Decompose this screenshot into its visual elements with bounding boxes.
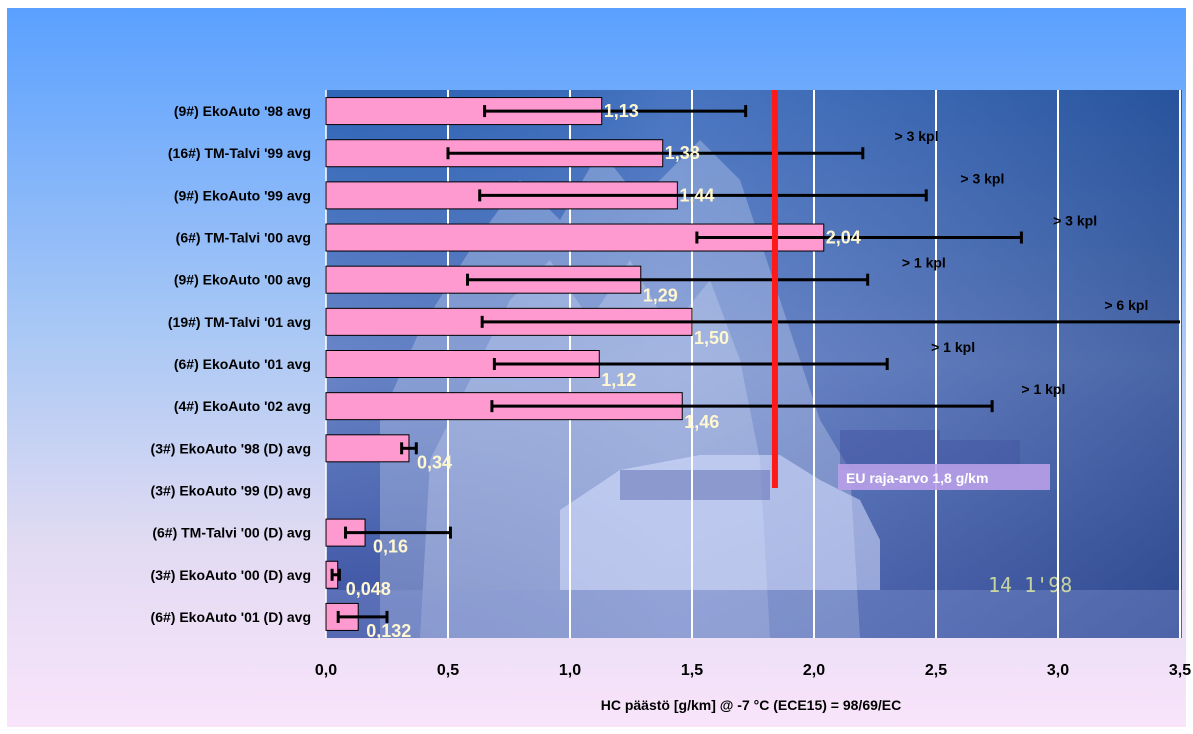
count-annotations: > 3 kpl > 3 kpl > 3 kpl > 1 kpl > 6 kpl > 1 k… xyxy=(895,128,1149,397)
eu-limit-line: EU raja-arvo 1,8 g/km xyxy=(771,90,1050,490)
limit-label: EU raja-arvo 1,8 g/km xyxy=(846,470,988,486)
value-label: 1,12 xyxy=(601,370,636,390)
category-label: (3#) EkoAuto '98 (D) avg xyxy=(151,440,311,456)
value-labels: 1,13 1,38 1,44 2,04 1,29 1,50 1,12 1,46 0,34 0,16… xyxy=(346,101,861,641)
category-label: (6#) TM-Talvi '00 avg xyxy=(176,230,311,246)
category-label: (6#) EkoAuto '01 avg xyxy=(174,356,311,372)
limit-label-box xyxy=(838,464,1050,490)
count-annotation: > 3 kpl xyxy=(960,170,1004,186)
count-annotation: > 6 kpl xyxy=(1104,297,1148,313)
x-tick-labels: 0,0 0,5 1,0 1,5 2,0 2,5 3,0 3,5 xyxy=(315,662,1191,679)
value-label: 1,50 xyxy=(694,328,729,348)
count-annotation: > 3 kpl xyxy=(895,128,939,144)
x-tick-label: 0,5 xyxy=(437,662,459,679)
count-annotation: > 1 kpl xyxy=(902,255,946,271)
value-label: 1,44 xyxy=(679,185,714,205)
value-label: 1,13 xyxy=(604,101,639,121)
value-label: 0,34 xyxy=(417,452,452,472)
x-tick-label: 2,5 xyxy=(925,662,947,679)
category-labels: (9#) EkoAuto '98 avg (16#) TM-Talvi '99 a… xyxy=(151,103,311,625)
category-label: (3#) EkoAuto '00 (D) avg xyxy=(151,567,311,583)
value-label: 0,048 xyxy=(346,579,391,599)
category-label: (3#) EkoAuto '99 (D) avg xyxy=(151,482,311,498)
value-label: 1,29 xyxy=(643,286,678,306)
error-bars xyxy=(330,105,1180,623)
x-tick-label: 3,5 xyxy=(1169,662,1191,679)
x-tick-label: 1,0 xyxy=(559,662,581,679)
x-axis-title: HC päästö [g/km] @ -7 °C (ECE15) = 98/69… xyxy=(601,697,902,713)
value-label: 0,132 xyxy=(366,621,411,641)
category-label: (9#) EkoAuto '98 avg xyxy=(174,103,311,119)
value-label: 1,38 xyxy=(665,143,700,163)
value-label: 0,16 xyxy=(373,537,408,557)
category-label: (19#) TM-Talvi '01 avg xyxy=(168,314,311,330)
count-annotation: > 1 kpl xyxy=(1021,381,1065,397)
category-label: (16#) TM-Talvi '99 avg xyxy=(168,145,311,161)
category-label: (6#) TM-Talvi '00 (D) avg xyxy=(152,525,311,541)
x-tick-label: 1,5 xyxy=(681,662,703,679)
count-annotation: > 1 kpl xyxy=(931,339,975,355)
category-label: (9#) EkoAuto '99 avg xyxy=(174,187,311,203)
category-label: (6#) EkoAuto '01 (D) avg xyxy=(151,609,311,625)
bar xyxy=(325,434,410,463)
x-tick-label: 2,0 xyxy=(803,662,825,679)
x-tick-label: 3,0 xyxy=(1047,662,1069,679)
svg-text:14 1'98: 14 1'98 xyxy=(988,573,1072,597)
value-label: 2,04 xyxy=(826,228,861,248)
category-label: (9#) EkoAuto '00 avg xyxy=(174,272,311,288)
value-label: 1,46 xyxy=(684,412,719,432)
x-tick-label: 0,0 xyxy=(315,662,337,679)
count-annotation: > 3 kpl xyxy=(1053,213,1097,229)
category-label: (4#) EkoAuto '02 avg xyxy=(174,398,311,414)
